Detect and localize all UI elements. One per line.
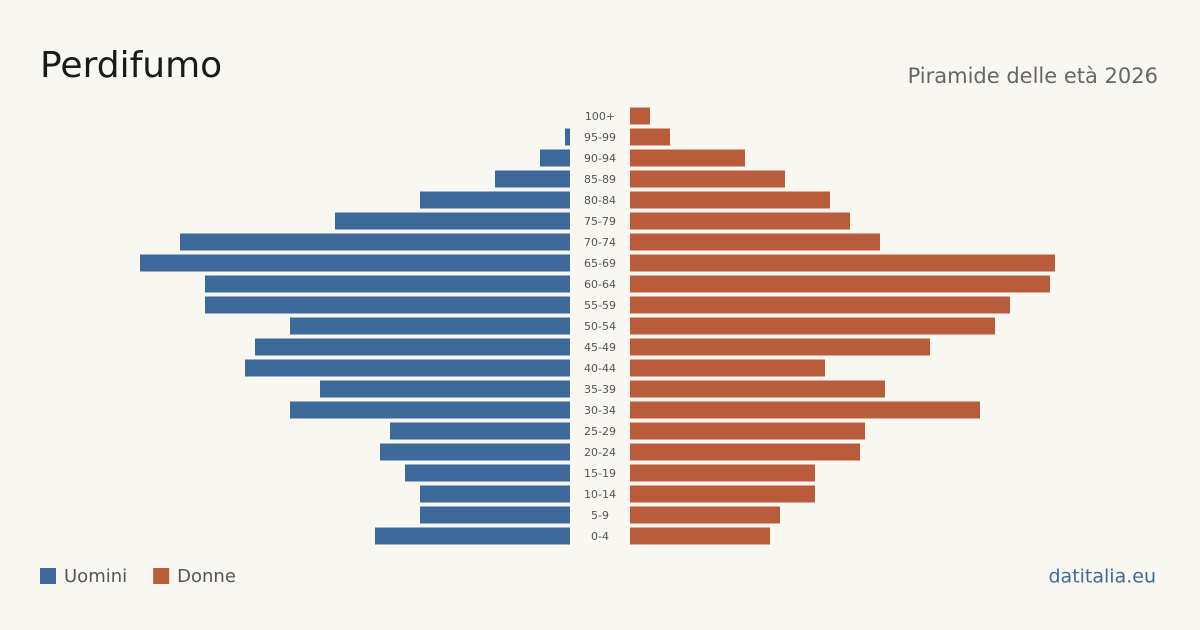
bar-women: [630, 296, 1010, 314]
bar-women: [630, 233, 880, 251]
chart-subtitle: Piramide delle età 2026: [908, 64, 1158, 88]
age-label: 85-89: [584, 173, 616, 186]
bar-men: [140, 254, 570, 272]
legend-swatch: [153, 568, 170, 584]
age-label: 55-59: [584, 299, 616, 312]
bar-men: [420, 485, 570, 503]
bar-women: [630, 128, 670, 146]
bar-men: [565, 128, 570, 146]
bar-women: [630, 443, 860, 461]
bar-men: [375, 527, 570, 545]
age-label: 80-84: [584, 194, 616, 207]
age-label: 25-29: [584, 425, 616, 438]
bar-men: [290, 401, 570, 419]
bar-women: [630, 107, 650, 125]
bar-women: [630, 380, 885, 398]
bar-men: [420, 506, 570, 524]
age-label: 40-44: [584, 362, 616, 375]
age-label: 35-39: [584, 383, 616, 396]
age-label: 95-99: [584, 131, 616, 144]
age-label: 50-54: [584, 320, 616, 333]
bar-women: [630, 191, 830, 209]
age-label: 70-74: [584, 236, 616, 249]
age-label: 20-24: [584, 446, 616, 459]
bar-women: [630, 149, 745, 167]
bar-women: [630, 422, 865, 440]
bar-women: [630, 506, 780, 524]
bar-women: [630, 338, 930, 356]
age-label: 75-79: [584, 215, 616, 228]
bar-women: [630, 275, 1050, 293]
bar-women: [630, 527, 770, 545]
bar-women: [630, 359, 825, 377]
bar-women: [630, 254, 1055, 272]
age-label: 5-9: [591, 509, 609, 522]
bar-men: [540, 149, 570, 167]
age-label: 30-34: [584, 404, 616, 417]
chart-title: Perdifumo: [40, 45, 222, 86]
age-label: 15-19: [584, 467, 616, 480]
bar-women: [630, 317, 995, 335]
bar-men: [205, 275, 570, 293]
age-label: 65-69: [584, 257, 616, 270]
bar-men: [255, 338, 570, 356]
age-label: 45-49: [584, 341, 616, 354]
age-label: 100+: [585, 110, 615, 123]
bar-men: [205, 296, 570, 314]
age-label: 10-14: [584, 488, 616, 501]
age-label: 60-64: [584, 278, 616, 291]
bar-men: [380, 443, 570, 461]
age-label: 90-94: [584, 152, 616, 165]
bar-women: [630, 464, 815, 482]
bar-men: [495, 170, 570, 188]
legend-swatch: [40, 568, 56, 584]
legend-label: Donne: [177, 566, 236, 587]
bar-men: [320, 380, 570, 398]
bar-women: [630, 485, 815, 503]
bar-men: [405, 464, 570, 482]
bar-men: [420, 191, 570, 209]
bar-women: [630, 170, 785, 188]
bar-men: [180, 233, 570, 251]
bar-men: [245, 359, 570, 377]
bar-women: [630, 212, 850, 230]
bar-women: [630, 401, 980, 419]
age-label: 0-4: [591, 530, 609, 543]
source[interactable]: datitalia.eu: [1049, 566, 1157, 588]
legend-label: Uomini: [64, 566, 127, 587]
bar-men: [390, 422, 570, 440]
bar-men: [290, 317, 570, 335]
bar-men: [335, 212, 570, 230]
